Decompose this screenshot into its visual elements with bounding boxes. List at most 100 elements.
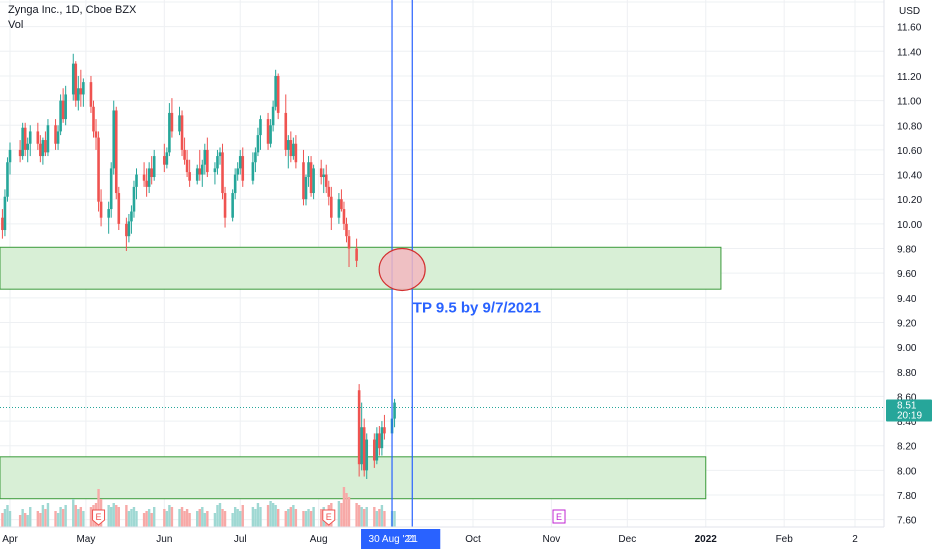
candle-body (345, 223, 348, 237)
range-zones[interactable] (0, 246, 722, 500)
volume-bars (1, 487, 396, 527)
time-tick-label: 30 Aug '21 (369, 534, 416, 545)
volume-bar (342, 487, 346, 527)
candle-body (362, 427, 366, 471)
volume-bar (241, 505, 244, 527)
price-axis[interactable]: USD 11.60 11.40 11.20 11.00 10.80 10.60 10.40 10… (883, 0, 932, 527)
candle-body (21, 127, 24, 157)
volume-bar (373, 507, 376, 527)
volume-bar (165, 511, 169, 527)
earnings-marker[interactable] (92, 509, 106, 526)
volume-bar (163, 509, 166, 527)
candle-body (18, 149, 22, 157)
time-range-highlight[interactable] (361, 529, 441, 549)
volume-bar (213, 513, 217, 527)
volume-bar (284, 511, 287, 527)
price-tick-label: 11.00 (897, 97, 922, 108)
volume-bar (393, 511, 396, 527)
candle-body (213, 168, 217, 173)
candle-body (130, 211, 133, 222)
volume-bar (380, 505, 384, 527)
candle-body (147, 168, 151, 187)
volume-bar (375, 511, 379, 527)
candle-body (206, 149, 209, 173)
candle-body (82, 82, 85, 95)
candle-body (347, 236, 351, 249)
last-price-countdown: 20:19 (897, 411, 922, 422)
candle-body (322, 174, 326, 178)
volume-bar (276, 509, 280, 527)
currency-label: USD (899, 6, 920, 17)
candle-body (46, 125, 50, 153)
candle-body (152, 156, 156, 178)
volume-bar (112, 503, 115, 527)
candle-body (319, 168, 323, 178)
range-zone-2[interactable] (0, 456, 707, 500)
volume-bar (180, 507, 184, 527)
candle-body (203, 149, 207, 165)
candle-body (163, 156, 166, 165)
volume-bar (170, 507, 174, 527)
volume-bar (178, 509, 181, 527)
candle-body (117, 193, 121, 224)
volume-bar (378, 509, 381, 527)
candle-body (218, 152, 222, 157)
target-circle-group[interactable] (378, 247, 426, 292)
volume-bar (125, 505, 128, 527)
candle-body (127, 221, 131, 237)
candle-body (254, 152, 257, 163)
volume-bar (150, 513, 153, 527)
candle-body (304, 177, 308, 200)
candle-body (112, 110, 116, 169)
candle-body (92, 106, 95, 132)
volume-bar (254, 509, 257, 527)
range-zone-1[interactable] (0, 246, 722, 290)
candle-body (231, 193, 234, 218)
price-tick-label: 9.80 (897, 245, 917, 256)
candle-body (132, 186, 136, 212)
candle-body (39, 143, 42, 157)
candle-body (183, 149, 186, 160)
earnings-marker-label: E (556, 512, 562, 522)
earnings-marker-label: E (326, 512, 332, 522)
candle-body (342, 209, 346, 224)
volume-bar (46, 503, 50, 527)
last-price-badge[interactable] (886, 399, 932, 422)
volume-bar (8, 511, 12, 527)
candle-body (274, 75, 277, 107)
candle-body (266, 119, 270, 144)
annotations[interactable]: TP 9.5 by 9/7/2021 (413, 300, 541, 317)
price-tick-label: 11.20 (897, 72, 922, 83)
target-circle[interactable] (378, 247, 426, 292)
candle-body (375, 433, 379, 461)
candle-body (340, 199, 343, 210)
volume-bar (274, 505, 277, 527)
volume-bar (74, 505, 77, 527)
candle-body (327, 186, 331, 197)
volume-bar (218, 503, 222, 527)
tp-annotation[interactable]: TP 9.5 by 9/7/2021 (413, 300, 541, 317)
volume-bar (203, 513, 207, 527)
candle-body (200, 164, 204, 175)
candle-body (216, 156, 219, 169)
candle-body (330, 196, 333, 218)
price-tick-label: 9.60 (897, 269, 917, 280)
volume-bar (292, 505, 295, 527)
earnings-marker[interactable] (322, 509, 336, 526)
volume-bar (72, 499, 75, 527)
earnings-marker[interactable] (552, 509, 566, 524)
candle-body (178, 115, 181, 132)
volume-bar (135, 511, 138, 527)
volume-bar (365, 507, 368, 527)
volume-bar (236, 509, 239, 527)
volume-bar (251, 507, 255, 527)
volume-bar (44, 509, 47, 527)
candle-body (307, 162, 310, 178)
candle-body (383, 427, 386, 434)
candle-body (309, 162, 313, 194)
candle-body (365, 439, 369, 471)
